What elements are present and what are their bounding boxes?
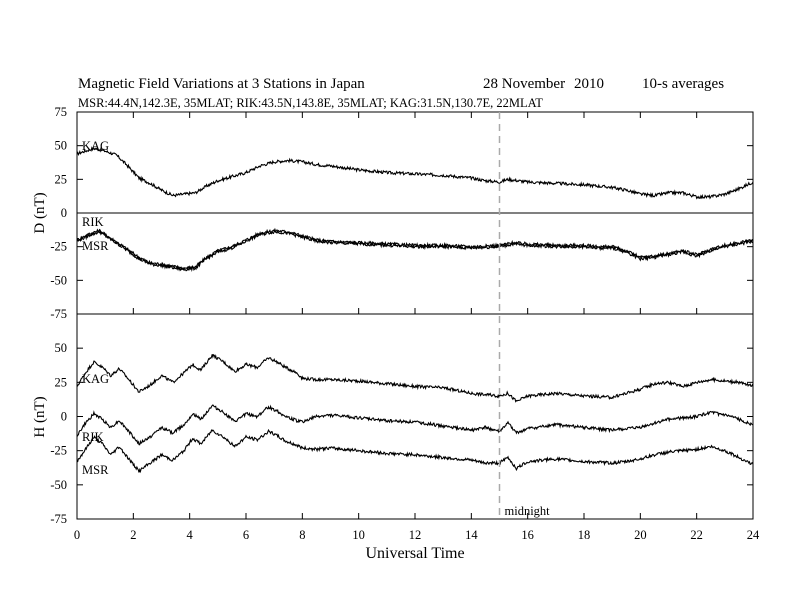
x-tick-label: 6 xyxy=(243,528,249,542)
d-series-rik xyxy=(76,227,754,272)
chart-title: Magnetic Field Variations at 3 Stations … xyxy=(78,76,365,92)
d-label-kag: KAG xyxy=(82,139,109,153)
h-label-msr: MSR xyxy=(82,463,109,477)
h-y-tick-label: -50 xyxy=(50,478,67,492)
d-component-panel: 75 50 25 0 -25 -50 -75 D (nT) KAG RIK MSR xyxy=(32,105,754,321)
d-y-tick-label: -75 xyxy=(50,307,67,321)
h-y-tick-label: 0 xyxy=(61,410,67,424)
x-tick-label: 20 xyxy=(634,528,647,542)
x-tick-label: 12 xyxy=(409,528,422,542)
midnight-label: midnight xyxy=(505,504,551,518)
chart-title-date: 28 November xyxy=(483,76,565,92)
chart-title-year: 2010 xyxy=(574,76,604,92)
chart-subtitle-stations: MSR:44.4N,142.3E, 35MLAT; RIK:43.5N,143.… xyxy=(78,96,543,110)
h-label-rik: RIK xyxy=(82,430,104,444)
d-y-tick-label: -25 xyxy=(50,240,67,254)
h-label-kag: KAG xyxy=(82,372,109,386)
d-y-axis-label: D (nT) xyxy=(32,192,48,233)
x-tick-label: 0 xyxy=(74,528,80,542)
x-tick-label: 14 xyxy=(465,528,478,542)
x-axis: 0 2 4 6 8 10 12 14 16 18 20 22 24 xyxy=(74,112,760,542)
h-y-tick-label: -25 xyxy=(50,444,67,458)
h-y-tick-label: 50 xyxy=(55,341,68,355)
x-tick-label: 8 xyxy=(299,528,305,542)
x-tick-label: 10 xyxy=(352,528,365,542)
d-y-tick-label: 50 xyxy=(55,139,68,153)
d-y-tick-label: 75 xyxy=(55,105,68,119)
h-y-axis-label: H (nT) xyxy=(32,396,48,437)
h-series-rik xyxy=(76,404,754,446)
x-tick-label: 16 xyxy=(521,528,534,542)
d-y-tick-label: 25 xyxy=(55,172,68,186)
d-y-tick-label: -50 xyxy=(50,273,67,287)
d-label-msr: MSR xyxy=(82,239,109,253)
h-y-tick-label: -75 xyxy=(50,512,67,526)
x-tick-label: 4 xyxy=(187,528,194,542)
x-axis-label: Universal Time xyxy=(365,545,464,562)
d-label-rik: RIK xyxy=(82,215,104,229)
d-y-axis: 75 50 25 0 -25 -50 -75 xyxy=(50,105,753,321)
h-series-group xyxy=(76,353,754,474)
chart-title-averaging: 10-s averages xyxy=(642,76,724,92)
d-series-kag xyxy=(76,146,754,200)
x-tick-label: 24 xyxy=(747,528,760,542)
x-tick-label: 2 xyxy=(130,528,136,542)
x-tick-label: 18 xyxy=(578,528,591,542)
x-tick-label: 22 xyxy=(690,528,703,542)
h-y-tick-label: 25 xyxy=(55,375,68,389)
d-series-group xyxy=(76,146,754,273)
d-series-msr xyxy=(76,229,754,273)
d-y-tick-label: 0 xyxy=(61,206,67,220)
h-series-kag xyxy=(76,353,754,403)
h-series-msr xyxy=(76,428,754,474)
h-y-axis: 50 25 0 -25 -50 -75 xyxy=(50,341,753,526)
